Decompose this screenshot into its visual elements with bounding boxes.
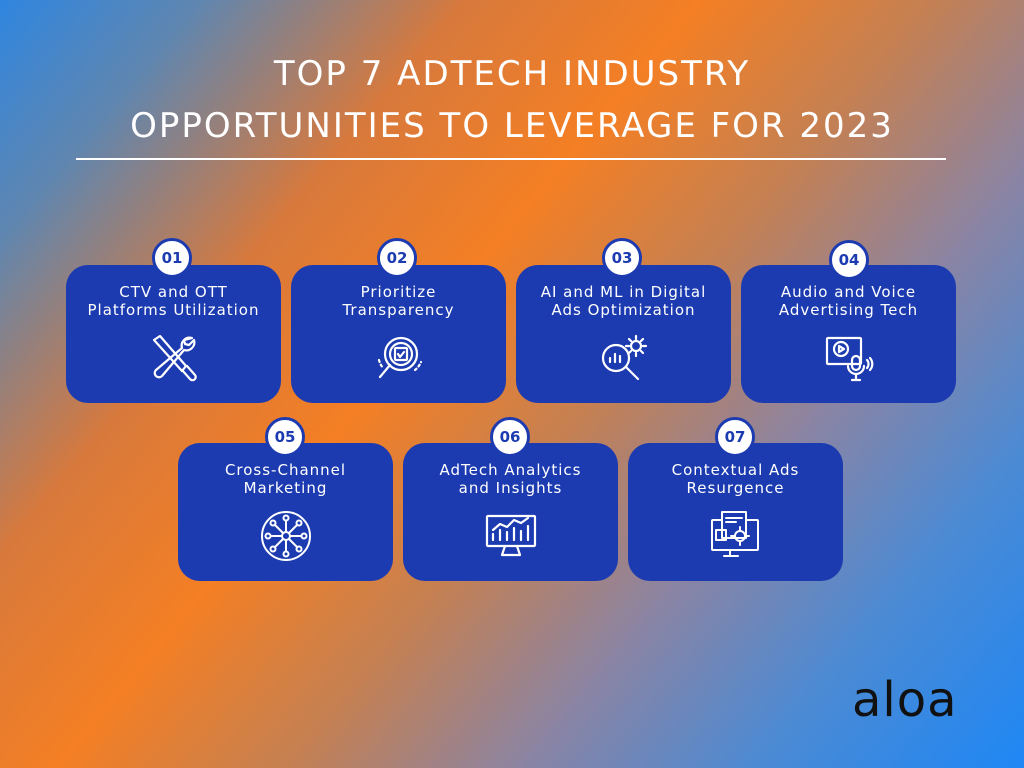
gear-magnifier-chart-icon <box>601 334 648 381</box>
card-label: AdTech Analytics and Insights <box>439 461 582 497</box>
card-number-badge: 03 <box>602 238 642 278</box>
card-label: Cross-Channel Marketing <box>224 461 347 497</box>
title-line-2: OPPORTUNITIES TO LEVERAGE FOR 2023 <box>130 106 894 146</box>
monitor-analytics-icon <box>485 514 537 557</box>
card-ai-ml: AI and ML in Digital Ads Optimization <box>516 265 731 403</box>
card-label: AI and ML in Digital Ads Optimization <box>540 283 707 319</box>
title-divider <box>76 158 946 160</box>
card-cross-channel: Cross-Channel Marketing <box>178 443 393 581</box>
card-label: Prioritize Transparency <box>342 283 455 319</box>
card-label: CTV and OTT Platforms Utilization <box>87 283 260 319</box>
card-ctv-ott: CTV and OTT Platforms Utilization <box>66 265 281 403</box>
card-label: Contextual Ads Resurgence <box>671 461 800 497</box>
card-number-badge: 05 <box>265 417 305 457</box>
page-title: TOP 7 ADTECH INDUSTRY OPPORTUNITIES TO L… <box>0 48 1024 152</box>
card-number-badge: 01 <box>152 238 192 278</box>
card-number-badge: 06 <box>490 417 530 457</box>
wrench-screwdriver-icon <box>152 334 197 382</box>
screen-document-gear-icon <box>711 511 759 557</box>
card-label: Audio and Voice Advertising Tech <box>778 283 919 319</box>
network-hub-icon <box>261 511 311 561</box>
card-transparency: Prioritize Transparency <box>291 265 506 403</box>
card-number-badge: 04 <box>829 240 869 280</box>
card-number-badge: 02 <box>377 238 417 278</box>
card-analytics: AdTech Analytics and Insights <box>403 443 618 581</box>
video-microphone-icon <box>825 336 874 382</box>
card-number-badge: 07 <box>715 417 755 457</box>
card-contextual-ads: Contextual Ads Resurgence <box>628 443 843 581</box>
title-line-1: TOP 7 ADTECH INDUSTRY <box>273 54 751 94</box>
aloa-logo: aloa <box>852 672 958 728</box>
magnifier-check-icon <box>377 336 423 379</box>
card-audio-voice: Audio and Voice Advertising Tech <box>741 265 956 403</box>
